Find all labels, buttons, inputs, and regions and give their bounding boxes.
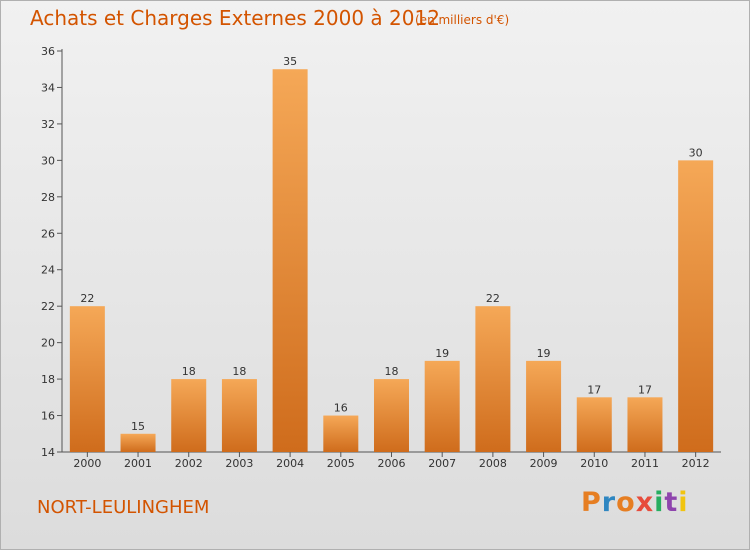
y-tick-label: 28 (41, 191, 55, 204)
y-tick-label: 32 (41, 118, 55, 131)
bar (475, 306, 511, 452)
x-tick-label: 2009 (530, 457, 558, 470)
logo-letter: r (601, 487, 617, 518)
x-tick-label: 2000 (73, 457, 101, 470)
bar-value-label: 17 (587, 383, 601, 396)
bar (627, 397, 663, 452)
chart-subtitle: (en milliers d'€) (415, 13, 510, 27)
x-tick-label: 2011 (631, 457, 659, 470)
bar-value-label: 15 (131, 420, 145, 433)
x-tick-label: 2005 (327, 457, 355, 470)
x-tick-label: 2003 (225, 457, 253, 470)
x-tick-label: 2007 (428, 457, 456, 470)
bar-value-label: 16 (334, 402, 348, 415)
bar-value-label: 22 (486, 292, 500, 305)
bar-value-label: 35 (283, 55, 297, 68)
logo-letter: o (616, 487, 636, 518)
bar (576, 397, 612, 452)
bar (221, 379, 257, 452)
y-tick-label: 20 (41, 337, 55, 350)
bar (526, 360, 562, 452)
bar (272, 69, 308, 453)
x-tick-label: 2010 (580, 457, 608, 470)
bar (69, 306, 105, 452)
y-tick-label: 26 (41, 227, 55, 240)
bar-value-label: 18 (385, 365, 399, 378)
x-tick-label: 2004 (276, 457, 304, 470)
logo-letter: t (664, 487, 679, 518)
bar (374, 379, 409, 452)
bar-value-label: 17 (638, 383, 652, 396)
logo-letter: P (581, 487, 602, 518)
x-tick-label: 2001 (124, 457, 152, 470)
y-tick-label: 30 (41, 154, 55, 167)
y-tick-label: 22 (41, 300, 55, 313)
y-tick-label: 18 (41, 373, 55, 386)
chart-title: Achats et Charges Externes 2000 à 2012 (30, 6, 440, 30)
bar (323, 415, 359, 452)
y-tick-label: 36 (41, 45, 55, 58)
y-tick-label: 16 (41, 410, 55, 423)
bar-value-label: 22 (80, 292, 94, 305)
logo-letter: i (678, 487, 689, 518)
x-tick-label: 2006 (378, 457, 406, 470)
bar (678, 160, 714, 452)
x-tick-label: 2008 (479, 457, 507, 470)
bar (171, 379, 207, 452)
x-tick-label: 2002 (175, 457, 203, 470)
bar (424, 360, 460, 452)
bar-value-label: 18 (182, 365, 196, 378)
bar (120, 433, 156, 452)
y-tick-label: 24 (41, 264, 55, 277)
bar-value-label: 19 (435, 347, 449, 360)
proxiti-logo: Proxiti (581, 487, 689, 518)
y-tick-label: 34 (41, 81, 55, 94)
y-tick-label: 14 (41, 446, 55, 459)
bar-value-label: 19 (537, 347, 551, 360)
commune-name: NORT-LEULINGHEM (37, 497, 210, 518)
logo-letter: i (654, 487, 665, 518)
bar-value-label: 18 (232, 365, 246, 378)
x-tick-label: 2012 (682, 457, 710, 470)
logo-letter: x (635, 487, 655, 518)
bar-value-label: 30 (689, 146, 703, 159)
